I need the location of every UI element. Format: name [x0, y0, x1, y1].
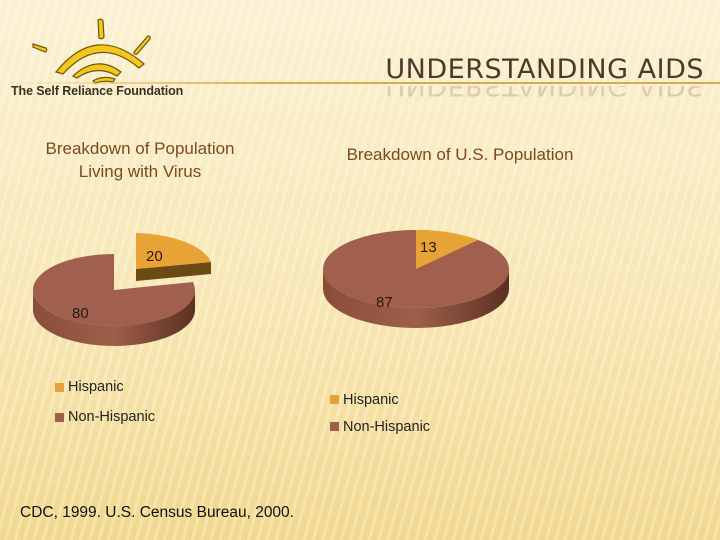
page-title-reflection: UNDERSTANDING AIDS	[385, 86, 704, 100]
right-label-non-hispanic: 87	[376, 294, 393, 311]
right-pie-slice-hispanic	[416, 230, 478, 269]
right-legend: Hispanic Non-Hispanic	[330, 386, 430, 440]
legend-item-hispanic: Hispanic	[55, 372, 155, 402]
left-label-non-hispanic: 80	[72, 305, 89, 322]
left-pie-chart: 20 80	[33, 233, 211, 346]
swatch-hispanic	[55, 382, 64, 392]
header-rule	[0, 82, 720, 84]
swatch-non-hispanic	[330, 422, 339, 431]
left-chart-title: Breakdown of Population Living with Viru…	[45, 139, 235, 181]
sun-logo-icon	[32, 18, 151, 84]
swatch-hispanic	[330, 395, 339, 404]
left-pie-slice-non-hispanic	[33, 254, 196, 326]
left-legend: Hispanic Non-Hispanic	[55, 372, 155, 432]
page-title: UNDERSTANDING AIDS	[385, 54, 704, 85]
right-chart-title: Breakdown of U.S. Population	[346, 145, 574, 164]
right-pie-chart: 13 87	[323, 230, 509, 328]
legend-item-hispanic: Hispanic	[330, 386, 430, 413]
legend-item-non-hispanic: Non-Hispanic	[55, 402, 155, 432]
right-label-hispanic: 13	[420, 239, 437, 256]
left-label-hispanic: 20	[146, 248, 163, 265]
swatch-non-hispanic	[55, 412, 64, 422]
organization-name: The Self Reliance Foundation	[11, 84, 184, 98]
source-citation: CDC, 1999. U.S. Census Bureau, 2000.	[20, 504, 294, 521]
legend-item-non-hispanic: Non-Hispanic	[330, 413, 430, 440]
left-pie-slice-hispanic	[136, 233, 211, 269]
